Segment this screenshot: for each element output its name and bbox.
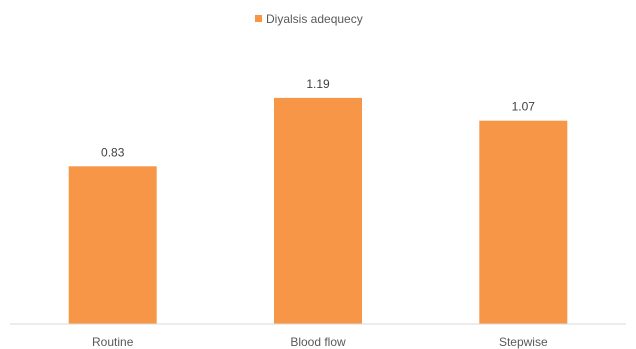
bars bbox=[68, 97, 568, 325]
legend-label: Diyalsis adequecy bbox=[266, 12, 363, 26]
legend: Diyalsis adequecy bbox=[255, 12, 363, 26]
bar-blood-flow bbox=[274, 97, 362, 325]
bar-routine bbox=[68, 166, 157, 324]
x-tick-label: Routine bbox=[92, 335, 134, 349]
data-label: 0.83 bbox=[101, 145, 125, 159]
data-labels: 0.83 1.19 1.07 bbox=[101, 77, 535, 159]
bar-stepwise bbox=[479, 120, 568, 324]
x-tick-label: Blood flow bbox=[290, 335, 346, 349]
x-tick-label: Stepwise bbox=[499, 335, 548, 349]
data-label: 1.07 bbox=[512, 100, 536, 114]
data-label: 1.19 bbox=[306, 77, 330, 91]
legend-swatch bbox=[255, 15, 262, 22]
x-tick-labels: Routine Blood flow Stepwise bbox=[92, 335, 548, 349]
